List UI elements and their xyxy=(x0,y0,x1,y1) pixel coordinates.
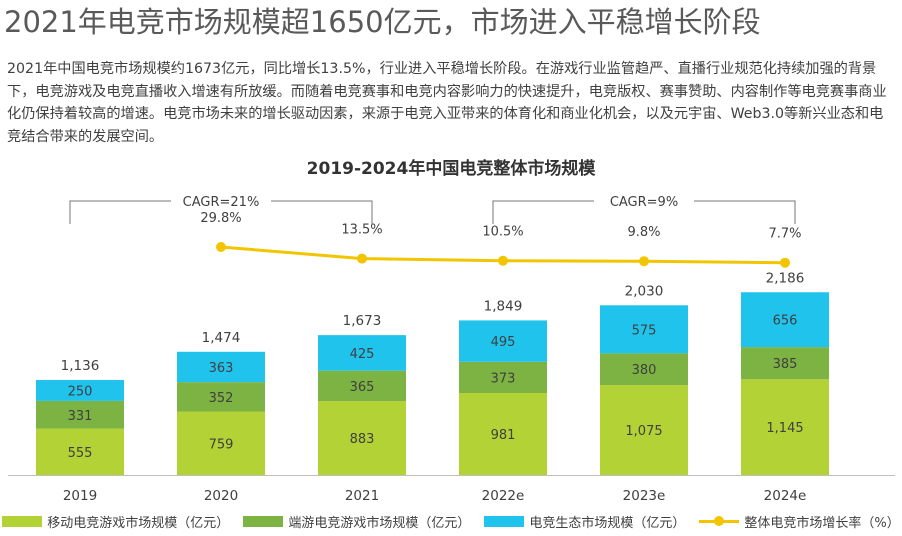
legend-item-client: 端游电竞游戏市场规模（亿元） xyxy=(243,512,470,531)
growth-rate-label: 7.7% xyxy=(768,227,801,242)
bar-value-label: 759 xyxy=(209,437,234,452)
bar-value-label: 1,145 xyxy=(766,421,803,436)
bar-value-label: 1,075 xyxy=(625,424,662,439)
bar-segment-0-2023e xyxy=(600,385,688,475)
bar-value-label: 495 xyxy=(491,335,516,350)
intro-paragraph: 2021年中国电竞市场规模约1673亿元，同比增长13.5%，行业进入平稳增长阶… xyxy=(7,61,887,145)
growth-point xyxy=(780,257,790,268)
growth-rate-label: 13.5% xyxy=(341,223,382,238)
bar-segment-1-2019 xyxy=(36,400,124,429)
legend-label-client: 端游电竞游戏市场规模（亿元） xyxy=(288,515,471,531)
growth-rate-label: 29.8% xyxy=(200,211,241,226)
cagr-label: CAGR=9% xyxy=(610,195,678,210)
growth-point xyxy=(357,253,367,264)
bar-value-label: 365 xyxy=(350,380,375,395)
legend-label-growth: 整体电竞市场增长率（%） xyxy=(744,515,900,531)
legend-item-growth: 整体电竞市场增长率（%） xyxy=(699,512,900,531)
bar-segment-0-2022e xyxy=(459,392,547,475)
bar-segment-2-2020 xyxy=(177,351,265,383)
bar-segment-2-2021 xyxy=(318,335,406,371)
bar-value-label: 981 xyxy=(491,428,516,443)
legend-item-ecosystem: 电竞生态市场规模（亿元） xyxy=(484,512,685,531)
x-tick-label: 2021 xyxy=(345,488,379,504)
x-tick-label: 2019 xyxy=(63,488,97,504)
legend-swatch-mobile xyxy=(2,515,43,527)
growth-rate-label: 10.5% xyxy=(482,225,523,240)
legend-item-mobile: 移动电竞游戏市场规模（亿元） xyxy=(2,512,229,531)
legend-swatch-growth xyxy=(699,515,740,527)
bar-value-label: 373 xyxy=(491,371,516,386)
chart-title: 2019-2024年中国电竞整体市场规模 xyxy=(306,159,596,179)
bar-segment-2-2019 xyxy=(36,380,124,401)
bar-value-label: 656 xyxy=(773,314,798,329)
x-tick-label: 2020 xyxy=(204,488,238,504)
bar-segment-0-2019 xyxy=(36,428,124,475)
bar-segment-0-2024e xyxy=(741,379,829,475)
bar-value-label: 352 xyxy=(209,391,234,406)
chart-legend: 移动电竞游戏市场规模（亿元） 端游电竞游戏市场规模（亿元） 电竞生态市场规模（亿… xyxy=(0,509,902,533)
bar-segment-2-2024e xyxy=(741,292,829,348)
bar-segment-1-2021 xyxy=(318,370,406,402)
bar-value-label: 363 xyxy=(209,361,234,376)
x-tick-label: 2023e xyxy=(623,488,666,504)
bar-value-label: 575 xyxy=(632,323,657,338)
legend-swatch-ecosystem xyxy=(484,515,525,527)
cagr-bracket xyxy=(492,200,796,224)
growth-point xyxy=(216,242,226,252)
bar-value-label: 425 xyxy=(350,347,375,362)
bar-segment-1-2022e xyxy=(459,361,547,393)
bar-value-label: 385 xyxy=(773,357,798,372)
cagr-label: CAGR=21% xyxy=(183,195,260,210)
legend-label-ecosystem: 电竞生态市场规模（亿元） xyxy=(529,515,686,531)
bar-total-label: 1,136 xyxy=(61,358,100,374)
bar-segment-1-2020 xyxy=(177,382,265,412)
growth-point xyxy=(639,256,649,267)
bar-segment-1-2024e xyxy=(741,347,829,380)
bar-total-label: 1,474 xyxy=(202,330,241,346)
bar-value-label: 883 xyxy=(350,432,375,447)
bar-segment-2-2022e xyxy=(459,320,547,362)
bar-total-label: 1,673 xyxy=(343,313,382,329)
bar-total-label: 1,849 xyxy=(484,298,523,314)
cagr-bracket xyxy=(69,200,373,224)
bar-value-label: 250 xyxy=(68,384,93,399)
bar-segment-0-2021 xyxy=(318,401,406,475)
legend-swatch-client xyxy=(243,515,284,527)
x-tick-label: 2024e xyxy=(764,488,807,504)
bar-value-label: 380 xyxy=(632,363,657,378)
bar-total-label: 2,186 xyxy=(766,270,805,286)
growth-point xyxy=(498,255,508,266)
bar-value-label: 331 xyxy=(68,409,93,424)
x-tick-label: 2022e xyxy=(482,488,525,504)
bar-value-label: 555 xyxy=(68,446,93,461)
bar-segment-1-2023e xyxy=(600,353,688,386)
legend-label-mobile: 移动电竞游戏市场规模（亿元） xyxy=(47,515,230,531)
bar-total-label: 2,030 xyxy=(625,283,664,299)
page-headline: 2021年电竞市场规模超1650亿元，市场进入平稳增长阶段 xyxy=(4,5,761,39)
bar-segment-0-2020 xyxy=(177,411,265,475)
growth-rate-label: 9.8% xyxy=(627,225,660,240)
bar-segment-2-2023e xyxy=(600,305,688,354)
